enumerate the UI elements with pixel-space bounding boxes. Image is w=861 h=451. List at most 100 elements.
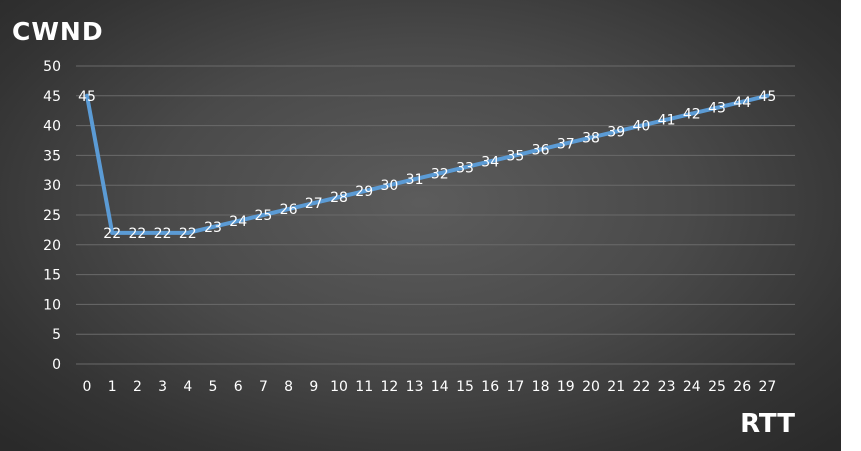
data-label: 35 [506, 148, 524, 164]
x-tick-label: 17 [506, 379, 524, 395]
data-point [513, 153, 518, 158]
page-edge [841, 0, 861, 451]
x-tick-label: 19 [557, 379, 575, 395]
data-point [160, 230, 165, 235]
y-axis-label: CWND [12, 17, 104, 46]
x-tick-label: 20 [582, 379, 600, 395]
data-point [488, 159, 493, 164]
x-tick-label: 1 [108, 379, 117, 395]
data-label: 22 [154, 226, 172, 242]
data-label: 26 [280, 202, 298, 218]
x-tick-label: 24 [683, 379, 701, 395]
data-label: 42 [683, 107, 701, 123]
data-label: 22 [128, 226, 146, 242]
x-tick-label: 13 [406, 379, 424, 395]
x-tick-label: 7 [259, 379, 268, 395]
x-tick-label: 14 [431, 379, 449, 395]
data-label: 27 [305, 196, 323, 212]
x-tick-label: 11 [355, 379, 373, 395]
x-tick-label: 2 [133, 379, 142, 395]
series-line [85, 93, 770, 235]
data-point [589, 135, 593, 140]
data-point [689, 111, 694, 116]
data-point [135, 230, 140, 235]
data-point [463, 165, 467, 170]
data-label: 25 [254, 208, 272, 224]
x-axis-ticks: 0 1 2 3 4 5 6 7 8 9 10 11 12 13 14 15 16 17 18 19 20 21 22 23 24… [83, 379, 777, 395]
data-label: 43 [708, 101, 726, 117]
y-tick-label: 50 [43, 59, 61, 75]
y-tick-label: 25 [43, 208, 61, 224]
data-point [614, 129, 619, 134]
data-label: 28 [330, 190, 348, 206]
data-label: 24 [229, 214, 247, 230]
x-tick-label: 22 [632, 379, 650, 395]
data-label: 29 [355, 184, 373, 200]
y-tick-label: 20 [43, 238, 61, 254]
x-tick-label: 6 [234, 379, 243, 395]
x-tick-label: 18 [532, 379, 550, 395]
data-point [715, 105, 719, 110]
data-point [211, 224, 215, 229]
x-tick-label: 8 [284, 379, 293, 395]
data-point [261, 213, 266, 217]
x-tick-label: 23 [658, 379, 676, 395]
x-tick-label: 12 [380, 379, 398, 395]
data-point [639, 123, 644, 128]
data-point [740, 99, 745, 104]
data-point [337, 195, 341, 200]
x-tick-label: 10 [330, 379, 348, 395]
data-label: 22 [103, 226, 121, 242]
data-point [85, 93, 89, 98]
data-label: 39 [607, 125, 625, 141]
data-point [185, 230, 190, 235]
data-label: 36 [532, 142, 550, 158]
x-tick-label: 0 [83, 379, 92, 395]
x-tick-label: 9 [309, 379, 318, 395]
gridlines [76, 65, 795, 365]
data-label: 31 [406, 172, 424, 188]
y-tick-label: 45 [43, 89, 61, 105]
x-tick-label: 25 [708, 379, 726, 395]
data-label: 45 [78, 89, 96, 105]
data-point [311, 201, 316, 206]
x-tick-label: 26 [733, 379, 751, 395]
data-point [362, 189, 367, 194]
y-tick-label: 35 [43, 148, 61, 164]
chart-area: 0 5 10 15 20 25 30 35 40 45 50 0 1 2 3 4 5 6 7 8 9 10 11 12 13 1… [0, 0, 841, 451]
y-tick-label: 0 [52, 357, 61, 373]
data-point [236, 218, 241, 223]
y-tick-label: 15 [43, 268, 61, 284]
y-tick-label: 30 [43, 178, 61, 194]
data-label: 41 [658, 113, 676, 129]
x-tick-label: 5 [209, 379, 218, 395]
x-tick-label: 4 [183, 379, 192, 395]
data-label: 22 [179, 226, 197, 242]
data-point [412, 177, 417, 182]
data-point [765, 93, 770, 98]
data-point [387, 183, 392, 188]
data-label: 23 [204, 220, 222, 236]
data-point [437, 171, 442, 176]
series-layer [85, 93, 770, 235]
data-label: 37 [557, 136, 575, 152]
data-point [286, 207, 291, 212]
data-point [110, 230, 115, 235]
data-label: 34 [481, 154, 499, 170]
y-tick-label: 5 [52, 327, 61, 343]
x-tick-label: 15 [456, 379, 474, 395]
y-tick-label: 10 [43, 297, 61, 313]
data-label: 33 [456, 160, 474, 176]
data-label: 30 [380, 178, 398, 194]
y-axis-ticks: 0 5 10 15 20 25 30 35 40 45 50 [43, 59, 61, 373]
x-tick-label: 27 [758, 379, 776, 395]
data-labels: 45 22 22 22 22 23 24 25 26 27 28 29 30 31 32 33 34 35 36 37… [78, 89, 776, 242]
x-tick-label: 3 [158, 379, 167, 395]
data-label: 38 [582, 131, 600, 147]
data-label: 40 [632, 119, 650, 135]
data-point [664, 117, 669, 122]
x-tick-label: 16 [481, 379, 499, 395]
data-point [563, 141, 568, 146]
data-label: 44 [733, 95, 751, 111]
